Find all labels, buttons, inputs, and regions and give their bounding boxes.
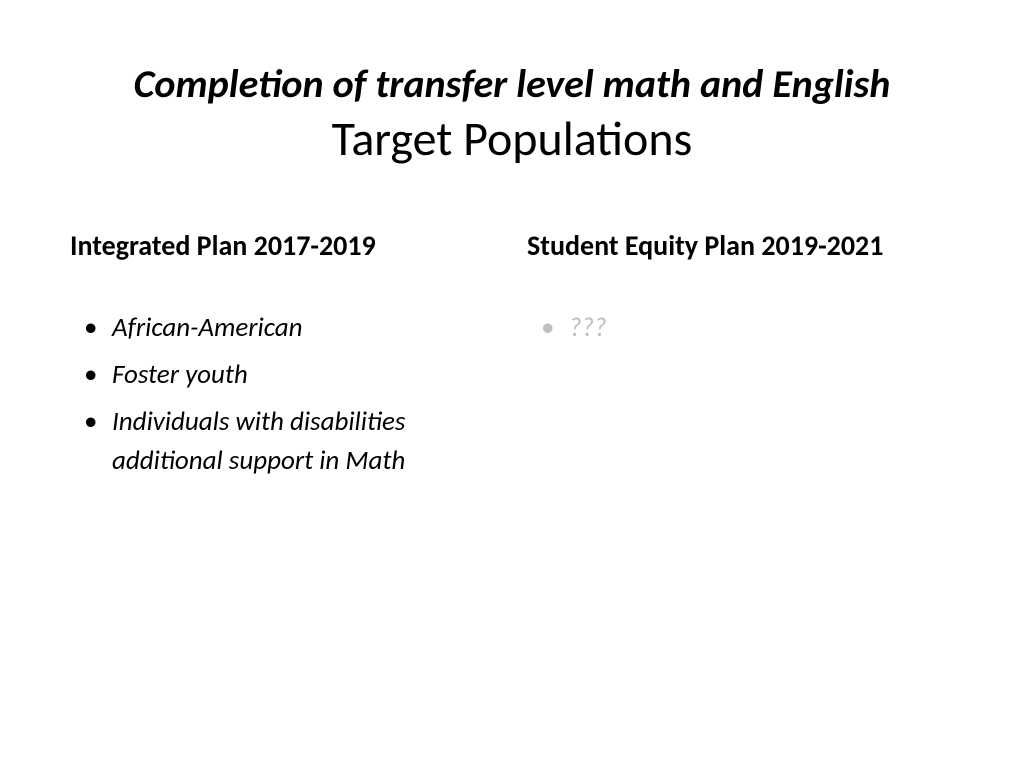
- right-bullet-list: ???: [527, 308, 954, 347]
- left-column-heading: Integrated Plan 2017-2019: [70, 228, 497, 263]
- list-item: Individuals with disabilities additional…: [80, 402, 497, 480]
- right-column-heading: Student Equity Plan 2019-2021: [527, 228, 954, 263]
- list-item: Foster youth: [80, 355, 497, 394]
- slide-title-line1: Completion of transfer level math and En…: [70, 60, 954, 108]
- right-column: Student Equity Plan 2019-2021 ???: [527, 228, 954, 489]
- slide-title-line2: Target Populations: [70, 110, 954, 168]
- list-item: African-American: [80, 308, 497, 347]
- list-item: ???: [537, 308, 954, 347]
- left-column: Integrated Plan 2017-2019 African-Americ…: [70, 228, 497, 489]
- content-columns: Integrated Plan 2017-2019 African-Americ…: [70, 228, 954, 489]
- slide-title-block: Completion of transfer level math and En…: [70, 60, 954, 168]
- left-bullet-list: African-American Foster youth Individual…: [70, 308, 497, 481]
